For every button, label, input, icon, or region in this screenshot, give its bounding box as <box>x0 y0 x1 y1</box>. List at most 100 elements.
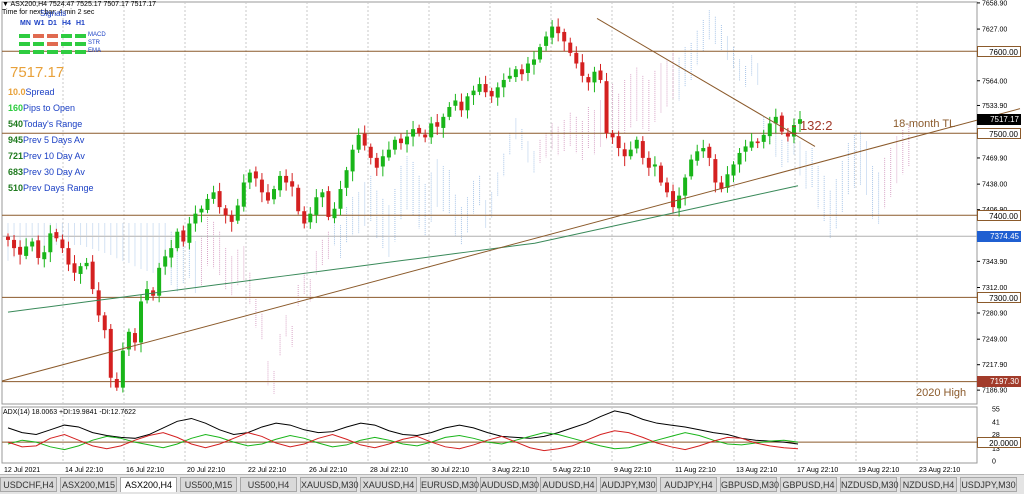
adx-axis-label: 55 <box>992 407 1000 414</box>
signal-timeframe: MN <box>20 20 31 27</box>
plus-di-line <box>7 432 799 451</box>
candle-body <box>290 181 295 187</box>
adx-label: ADX(14) 18.0063 +DI:19.9841 -DI:12.7622 <box>3 409 136 416</box>
candle-body <box>199 208 204 213</box>
price-chart[interactable]: 7658.907627.007596.007564.007533.907500.… <box>0 0 1024 474</box>
candle-body <box>652 164 657 167</box>
x-tick-label: 28 Jul 22:10 <box>370 467 408 474</box>
tab-audjpy-m30[interactable]: AUDJPY,M30 <box>600 477 657 492</box>
candle-body <box>181 230 186 242</box>
tab-asx200-h4[interactable]: ASX200,H4 <box>120 477 177 492</box>
candle-body <box>658 165 663 183</box>
adx-axis-label: 13 <box>992 446 1000 453</box>
candle-body <box>459 101 464 111</box>
tab-gbpusd-h4[interactable]: GBPUSD,H4 <box>780 477 837 492</box>
candle-body <box>380 156 385 167</box>
candle-body <box>235 205 240 221</box>
candle-body <box>773 116 778 124</box>
info-row: 540Today's Range <box>8 119 82 129</box>
price-tag: 7517.17 <box>977 113 1021 125</box>
trendline-down <box>596 17 816 147</box>
candle-body <box>265 192 270 201</box>
candle-body <box>719 182 724 190</box>
candle-body <box>12 239 17 249</box>
candle-body <box>423 134 428 138</box>
tab-xauusd-h4[interactable]: XAUUSD,H4 <box>360 477 417 492</box>
tab-us500-h4[interactable]: US500,H4 <box>240 477 297 492</box>
signal-cell <box>33 50 44 54</box>
candle-body <box>90 261 95 290</box>
candle-body <box>229 215 234 222</box>
candle-body <box>574 52 579 64</box>
candle-body <box>132 333 137 343</box>
candle-body <box>525 63 530 73</box>
candle-body <box>731 164 736 176</box>
candle-body <box>767 123 772 137</box>
signal-cell <box>61 42 72 46</box>
tab-usdjpy-m30[interactable]: USDJPY,M30 <box>960 477 1017 492</box>
current-price: 7517.17 <box>10 64 65 81</box>
x-tick-label: 17 Aug 22:10 <box>797 467 838 474</box>
info-label: Spread <box>25 87 55 97</box>
candle-body <box>332 208 337 219</box>
candle-body <box>779 115 784 132</box>
candle-body <box>278 175 283 191</box>
tab-nzdusd-m30[interactable]: NZDUSD,M30 <box>840 477 899 492</box>
x-tick-label: 23 Aug 22:10 <box>919 467 960 474</box>
candle-body <box>223 208 228 216</box>
info-value: 510 <box>8 183 24 193</box>
tab-gbpusd-m30[interactable]: GBPUSD,M30 <box>720 477 779 492</box>
candle-body <box>368 146 373 158</box>
candle-body <box>386 149 391 158</box>
candle-body <box>743 146 748 152</box>
candle-body <box>604 81 609 134</box>
y-tick-label: 7280.90 <box>982 311 1007 318</box>
candle-body <box>102 315 107 331</box>
candle-body <box>435 122 440 127</box>
candle-body <box>139 301 144 343</box>
price-tag: 7500.00 <box>977 127 1021 139</box>
candle-body <box>447 107 452 117</box>
candle-body <box>798 119 802 124</box>
candle-body <box>253 171 258 179</box>
adx-indicator: 55 41 28 13 0 <box>2 407 1000 466</box>
candle-body <box>78 266 83 274</box>
chart-grid <box>1 1 978 464</box>
info-value: 683 <box>8 167 24 177</box>
tab-us500-m15[interactable]: US500,M15 <box>180 477 237 492</box>
signal-indicator-label: STR <box>88 40 100 46</box>
candle-body <box>84 262 89 267</box>
candle-body <box>610 133 615 138</box>
x-tick-label: 5 Aug 22:10 <box>553 467 590 474</box>
price-axis: 7658.907627.007596.007564.007533.907500.… <box>977 0 1007 395</box>
tab-eurusd-m30[interactable]: EURUSD,M30 <box>420 477 479 492</box>
info-label: Prev 5 Days Av <box>23 135 85 145</box>
x-tick-label: 14 Jul 22:10 <box>65 467 103 474</box>
candle-body <box>211 192 216 199</box>
y-tick-label: 7217.90 <box>982 362 1007 369</box>
candle-body <box>126 331 131 350</box>
ichimoku-cloud <box>7 10 910 394</box>
x-tick-label: 19 Aug 22:10 <box>858 467 899 474</box>
tab-asx200-m15[interactable]: ASX200,M15 <box>60 477 117 492</box>
y-tick-label: 7343.90 <box>982 259 1007 266</box>
candle-body <box>640 141 645 158</box>
candle-body <box>791 125 796 137</box>
candle-body <box>60 239 65 249</box>
tab-audjpy-h4[interactable]: AUDJPY,H4 <box>660 477 717 492</box>
tab-xauusd-m30[interactable]: XAUUSD,M30 <box>300 477 359 492</box>
signals-title: Signals <box>40 9 67 18</box>
candle-body <box>538 47 543 60</box>
tab-audusd-m30[interactable]: AUDUSD,M30 <box>480 477 539 492</box>
candle-body <box>737 152 742 165</box>
symbol-tab-bar: USDCHF,H4 ASX200,M15 ASX200,H4 US500,M15 US5… <box>0 474 1024 494</box>
tab-nzdusd-h4[interactable]: NZDUSD,H4 <box>900 477 957 492</box>
move-annotation: - 132:2 <box>792 118 833 133</box>
candle-body <box>634 139 639 149</box>
price-tag: 7300.00 <box>977 291 1021 303</box>
y-tick-label: 7469.90 <box>982 155 1007 162</box>
candle-body <box>628 149 633 157</box>
candle-body <box>495 87 500 98</box>
tab-audusd-h4[interactable]: AUDUSD,H4 <box>540 477 597 492</box>
tab-usdchf-h4[interactable]: USDCHF,H4 <box>0 477 57 492</box>
